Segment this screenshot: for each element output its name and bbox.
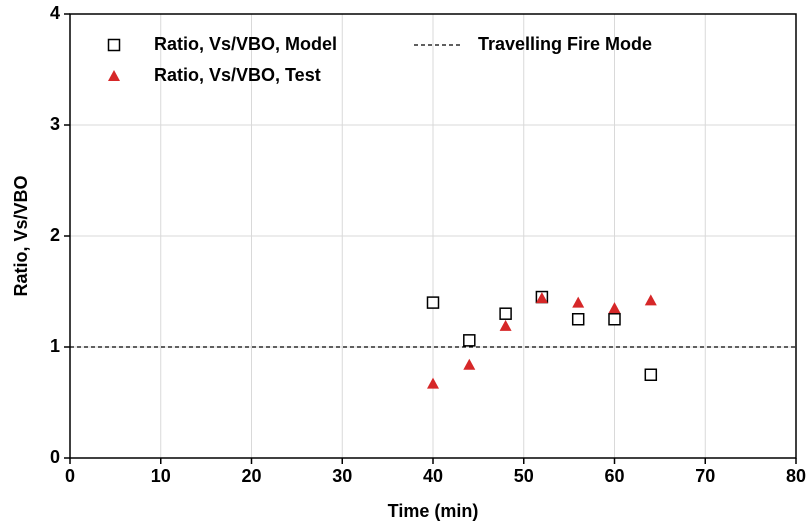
point (499, 307, 512, 320)
x-tick-label: 80 (786, 466, 806, 486)
x-tick-label: 10 (151, 466, 171, 486)
point (427, 377, 439, 389)
x-axis-label: Time (min) (388, 501, 479, 521)
y-tick-label: 2 (50, 225, 60, 245)
plot-frame (69, 13, 797, 459)
y-tick-label: 1 (50, 336, 60, 356)
x-tick-label: 30 (332, 466, 352, 486)
point (644, 294, 657, 306)
point (608, 313, 621, 326)
point (499, 319, 512, 331)
y-axis-label: Ratio, Vs/VBO (11, 175, 31, 296)
point (426, 296, 440, 309)
point (572, 296, 585, 308)
point (463, 358, 476, 370)
x-tick-label: 60 (604, 466, 624, 486)
point (535, 292, 548, 304)
legend-label: Ratio, Vs/VBO, Test (154, 65, 321, 85)
y-tick-label: 4 (50, 3, 60, 23)
legend-marker (108, 70, 120, 81)
x-tick-label: 50 (514, 466, 534, 486)
x-tick-label: 40 (423, 466, 443, 486)
legend-marker (107, 38, 121, 52)
point (644, 368, 658, 381)
point (571, 313, 585, 326)
point (608, 302, 621, 314)
x-tick-label: 0 (65, 466, 75, 486)
x-tick-label: 20 (241, 466, 261, 486)
x-tick-label: 70 (695, 466, 715, 486)
y-tick-label: 0 (50, 447, 60, 467)
point (463, 334, 476, 347)
legend-label: Travelling Fire Mode (478, 34, 652, 54)
y-tick-label: 3 (50, 114, 60, 134)
legend-label: Ratio, Vs/VBO, Model (154, 34, 337, 54)
